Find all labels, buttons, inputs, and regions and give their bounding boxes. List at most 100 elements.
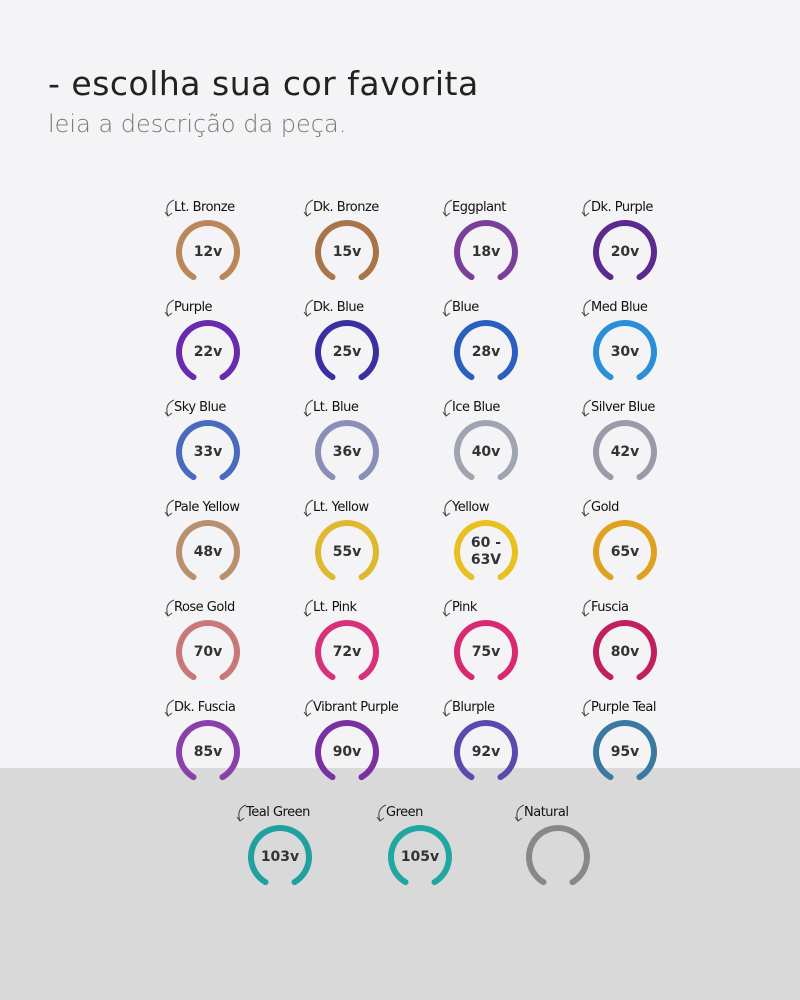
swatch-ring bbox=[581, 499, 657, 581]
swatch-voltage: 80v bbox=[610, 643, 640, 660]
swatch-name: Sky Blue bbox=[174, 400, 226, 415]
swatch-name: Green bbox=[386, 805, 423, 820]
arrow bbox=[303, 499, 314, 517]
swatch-ring bbox=[442, 599, 518, 681]
swatch-ring bbox=[164, 699, 240, 781]
swatch-name: Dk. Fuscia bbox=[174, 700, 236, 715]
ring bbox=[593, 720, 657, 781]
ring bbox=[593, 220, 657, 281]
swatch-ring bbox=[164, 599, 240, 681]
swatch-voltage: 18v bbox=[471, 243, 501, 260]
swatch-name: Dk. Purple bbox=[591, 200, 653, 215]
swatch-voltage: 36v bbox=[332, 443, 362, 460]
swatch-voltage: 42v bbox=[610, 443, 640, 460]
ring bbox=[593, 520, 657, 581]
ring bbox=[593, 620, 657, 681]
swatch-ring bbox=[303, 199, 379, 281]
arrow bbox=[581, 699, 592, 717]
swatch-voltage: 15v bbox=[332, 243, 362, 260]
swatch-voltage: 20v bbox=[610, 243, 640, 260]
ring bbox=[315, 420, 379, 481]
swatch-voltage: 72v bbox=[332, 643, 362, 660]
swatch-name: Dk. Blue bbox=[313, 300, 364, 315]
subtitle: leia a descrição da peça. bbox=[48, 110, 347, 138]
arrow bbox=[164, 199, 175, 217]
swatch-voltage: 40v bbox=[471, 443, 501, 460]
swatch-ring bbox=[442, 699, 518, 781]
swatch-name: Lt. Blue bbox=[313, 400, 359, 415]
arrow bbox=[164, 399, 175, 417]
arrow bbox=[303, 399, 314, 417]
arrow bbox=[164, 599, 175, 617]
swatch-name: Eggplant bbox=[452, 200, 506, 215]
ring bbox=[454, 520, 518, 581]
swatch-ring bbox=[303, 699, 379, 781]
swatch-ring bbox=[164, 199, 240, 281]
ring bbox=[315, 520, 379, 581]
arrow bbox=[442, 499, 453, 517]
swatch-name: Blurple bbox=[452, 700, 495, 715]
arrow bbox=[236, 804, 247, 822]
arrow bbox=[442, 699, 453, 717]
ring bbox=[593, 320, 657, 381]
arrow bbox=[303, 599, 314, 617]
arrow bbox=[442, 199, 453, 217]
arrow bbox=[164, 499, 175, 517]
swatch-name: Vibrant Purple bbox=[313, 700, 399, 715]
swatch-voltage: 12v bbox=[193, 243, 223, 260]
arrow bbox=[581, 299, 592, 317]
swatch-name: Ice Blue bbox=[452, 400, 500, 415]
swatch-name: Lt. Pink bbox=[313, 600, 357, 615]
swatch-voltage: 28v bbox=[471, 343, 501, 360]
arrow bbox=[303, 299, 314, 317]
swatch-name: Med Blue bbox=[591, 300, 648, 315]
swatch-ring bbox=[164, 399, 240, 481]
swatch-voltage: 103v bbox=[260, 848, 300, 865]
swatch-name: Dk. Bronze bbox=[313, 200, 379, 215]
swatch-ring bbox=[581, 699, 657, 781]
arrow bbox=[581, 399, 592, 417]
swatch-ring bbox=[164, 299, 240, 381]
arrow bbox=[164, 699, 175, 717]
swatch-name: Pink bbox=[452, 600, 477, 615]
ring bbox=[315, 320, 379, 381]
swatch-name: Yellow bbox=[452, 500, 490, 515]
swatch-voltage: 70v bbox=[193, 643, 223, 660]
swatch-voltage: 30v bbox=[610, 343, 640, 360]
ring bbox=[248, 825, 312, 886]
ring bbox=[454, 720, 518, 781]
swatch-ring bbox=[442, 199, 518, 281]
swatch-ring bbox=[303, 399, 379, 481]
ring bbox=[454, 320, 518, 381]
swatch-name: Silver Blue bbox=[591, 400, 655, 415]
swatch-ring bbox=[581, 399, 657, 481]
arrow bbox=[581, 199, 592, 217]
background-band bbox=[0, 768, 800, 1000]
arrow bbox=[376, 804, 387, 822]
arrow bbox=[442, 599, 453, 617]
swatch-voltage: 48v bbox=[193, 543, 223, 560]
arrow bbox=[442, 299, 453, 317]
swatch-name: Lt. Bronze bbox=[174, 200, 235, 215]
ring bbox=[176, 420, 240, 481]
swatch-ring bbox=[442, 299, 518, 381]
arrow bbox=[442, 399, 453, 417]
swatch-voltage: 33v bbox=[193, 443, 223, 460]
swatch-name: Natural bbox=[524, 805, 569, 820]
ring bbox=[176, 220, 240, 281]
ring bbox=[315, 220, 379, 281]
arrow bbox=[164, 299, 175, 317]
swatch-name: Blue bbox=[452, 300, 479, 315]
swatch-ring bbox=[514, 804, 590, 886]
swatch-voltage: 22v bbox=[193, 343, 223, 360]
ring bbox=[315, 620, 379, 681]
swatch-name: Gold bbox=[591, 500, 619, 515]
swatch-ring bbox=[376, 804, 452, 886]
arrow bbox=[581, 599, 592, 617]
swatch-ring bbox=[164, 499, 240, 581]
arrow bbox=[303, 699, 314, 717]
arrow bbox=[581, 499, 592, 517]
swatch-voltage: 55v bbox=[332, 543, 362, 560]
swatch-name: Purple Teal bbox=[591, 700, 657, 715]
